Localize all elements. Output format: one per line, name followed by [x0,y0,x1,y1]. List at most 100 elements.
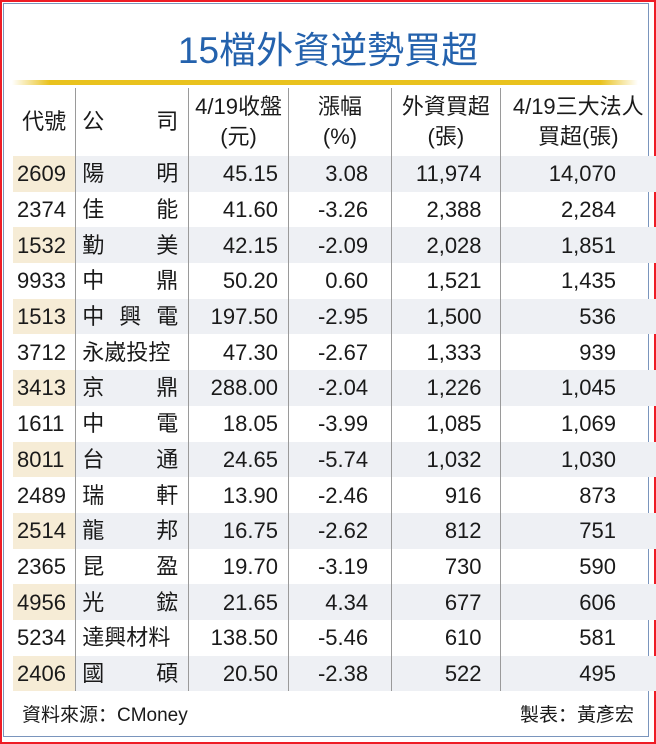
institutional-net-buy: 536 [499,298,656,335]
company-name: 勤美 [75,227,189,264]
company-name-char: 國 [82,660,105,686]
table-row: 9933 中鼎 50.20 0.60 1,521 1,435 [13,263,656,299]
close-price: 50.20 [188,263,289,299]
company-name-char: 料 [148,625,171,651]
table-row: 2489 瑞軒 13.90 -2.46 916 873 [13,477,656,513]
company-name: 陽明 [75,156,189,192]
price-change: -3.99 [287,405,392,442]
stock-code: 2489 [17,482,66,508]
close-price: 42.15 [188,227,289,264]
price-change: 0.60 [287,263,392,299]
company-name: 瑞軒 [75,477,189,513]
stock-code: 2609 [13,156,76,192]
foreign-net-buy: 812 [391,512,501,549]
institutional-net-buy: 606 [499,584,656,620]
institutional-net-buy: 1,435 [499,263,656,299]
company-name-char: 投 [126,339,149,365]
foreign-net-buy: 11,974 [391,156,501,192]
foreign-net-buy: 1,085 [391,405,501,442]
company-name-char: 碩 [156,660,179,686]
company-name-char: 興 [104,625,127,651]
company-name-char: 光 [82,589,105,615]
company-name-char: 勤 [82,232,105,258]
stock-code: 2374 [17,197,66,223]
foreign-net-buy: 2,028 [391,227,501,264]
foreign-net-buy: 1,226 [391,370,501,406]
company-name-char: 永 [82,339,105,365]
company-name-char: 能 [156,197,179,223]
close-price: 47.30 [188,334,289,371]
price-change: -2.67 [287,334,392,371]
stock-code: 4956 [13,584,76,620]
close-price: 138.50 [188,619,289,656]
author-note: 製表：黃彥宏 [519,705,634,726]
institutional-net-buy: 751 [499,512,656,549]
close-price: 16.75 [188,512,289,549]
table-row: 5234 達興材料 138.50 -5.46 610 581 [13,619,656,656]
stock-code: 5234 [17,625,66,651]
company-name-char: 鼎 [156,268,179,294]
institutional-net-buy: 1,030 [499,441,656,478]
stock-code: 2406 [13,655,76,692]
price-change: -2.04 [287,370,392,406]
company-name: 中鼎 [75,263,189,299]
company-name-char: 鼎 [156,375,179,401]
company-name-char: 通 [156,446,179,472]
institutional-net-buy: 1,045 [499,370,656,406]
foreign-buy-table: 代號 公司 4/19收盤 (元) 漲幅 (%) 外資買超 (張) 4/19三大法人 買超… [13,88,656,692]
close-price: 13.90 [188,477,289,513]
table-row: 2374 佳能 41.60 -3.26 2,388 2,284 [13,191,656,228]
company-name-char: 美 [156,232,179,258]
price-change: -2.95 [287,298,392,335]
page-title: 15檔外資逆勢買超 [177,30,479,71]
company-name-char: 控 [148,339,171,365]
foreign-net-buy: 916 [391,477,501,513]
company-name-char: 崴 [104,339,127,365]
company-name-char: 中 [82,411,105,437]
foreign-net-buy: 730 [391,548,501,585]
company-name-char: 瑞 [82,482,105,508]
table-row: 2406 國碩 20.50 -2.38 522 495 [13,655,656,692]
header-foreign: 外資買超 (張) [391,88,501,156]
table-row: 1532 勤美 42.15 -2.09 2,028 1,851 [13,227,656,264]
foreign-net-buy: 1,521 [391,263,501,299]
institutional-net-buy: 590 [499,548,656,585]
foreign-net-buy: 677 [391,584,501,620]
company-name: 光鋐 [75,584,189,620]
company-name-char: 中 [82,304,105,330]
table-row: 3712 永崴投控 47.30 -2.67 1,333 939 [13,334,656,371]
foreign-net-buy: 1,333 [391,334,501,371]
institutional-net-buy: 495 [499,655,656,692]
table-row: 4956 光鋐 21.65 4.34 677 606 [13,584,656,620]
price-change: 3.08 [287,156,392,192]
company-name-char: 昆 [82,553,105,579]
table-row: 3413 京鼎 288.00 -2.04 1,226 1,045 [13,370,656,406]
price-change: -2.09 [287,227,392,264]
stock-code: 1611 [17,411,65,437]
price-change: -2.46 [287,477,392,513]
close-price: 288.00 [188,370,289,406]
price-change: -2.38 [287,655,392,692]
title-divider [12,80,638,85]
company-name-char: 材 [126,625,149,651]
price-change: -2.62 [287,512,392,549]
institutional-net-buy: 14,070 [499,156,656,192]
foreign-net-buy: 1,500 [391,298,501,335]
table-row: 1611 中電 18.05 -3.99 1,085 1,069 [13,405,656,442]
foreign-net-buy: 2,388 [391,191,501,228]
company-name: 佳能 [75,191,189,228]
stock-code: 2514 [13,512,76,549]
header-close: 4/19收盤 (元) [188,88,289,156]
table-row: 1513 中興電 197.50 -2.95 1,500 536 [13,298,656,335]
price-change: -5.74 [287,441,392,478]
price-change: -3.19 [287,548,392,585]
company-name-char: 軒 [156,482,179,508]
company-name-char: 陽 [82,161,105,187]
company-name-char: 達 [82,625,105,651]
company-name: 達興材料 [75,619,189,656]
header-change: 漲幅 (%) [287,88,392,156]
institutional-net-buy: 939 [499,334,656,371]
foreign-net-buy: 522 [391,655,501,692]
foreign-net-buy: 610 [391,619,501,656]
foreign-net-buy: 1,032 [391,441,501,478]
